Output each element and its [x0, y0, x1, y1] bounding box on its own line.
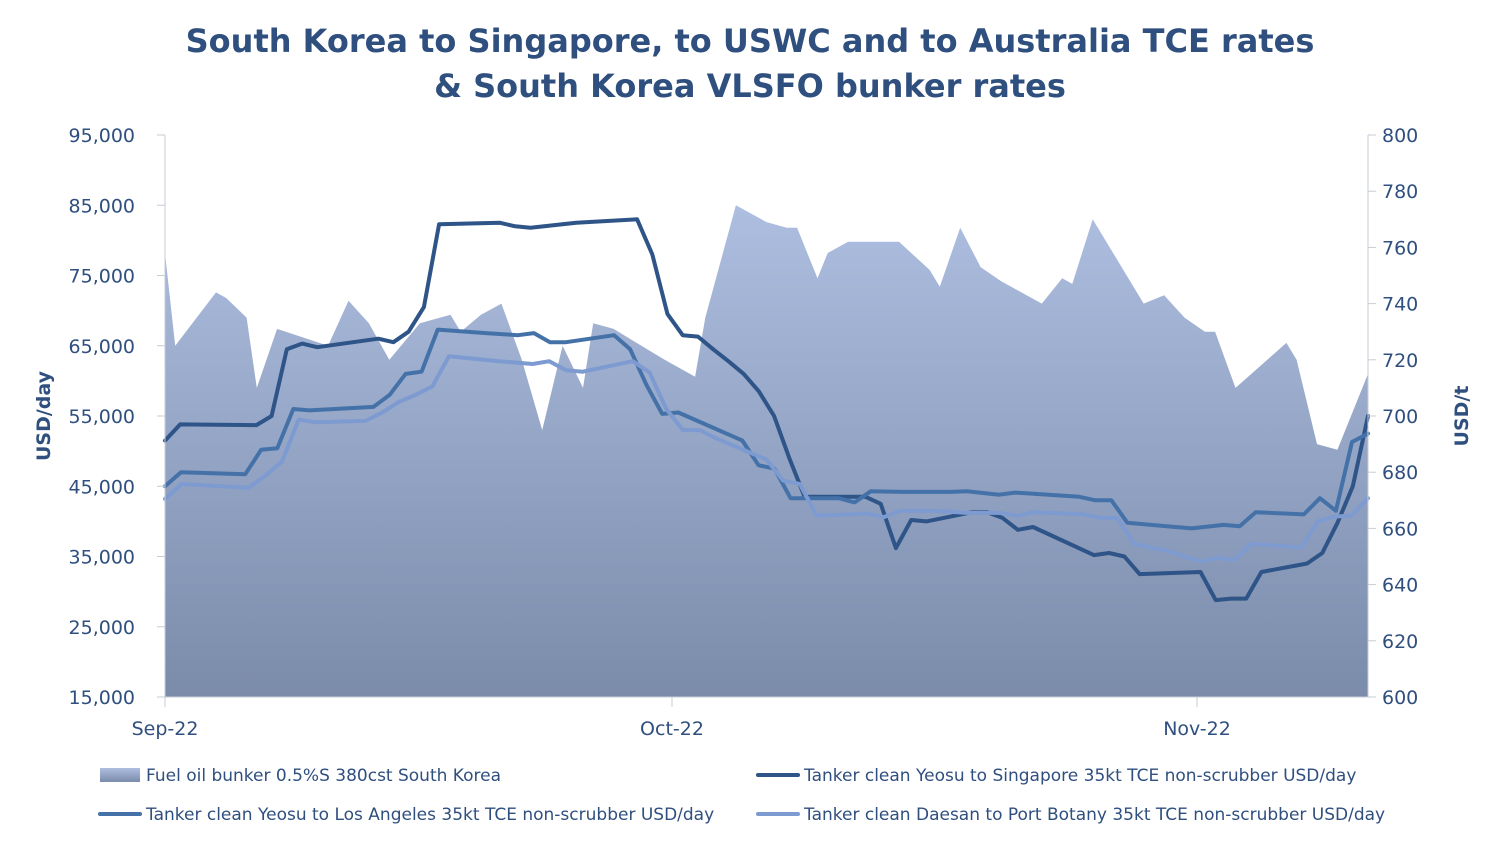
y-axis-right-title: USD/t	[1451, 386, 1473, 447]
plot-area	[163, 205, 1370, 698]
legend-label: Tanker clean Daesan to Port Botany 35kt …	[803, 805, 1385, 825]
y-right-tick-label: 660	[1382, 518, 1418, 540]
legend: Fuel oil bunker 0.5%S 380cst South Korea…	[98, 766, 1385, 825]
legend-label: Tanker clean Yeosu to Singapore 35kt TCE…	[803, 766, 1356, 786]
y-right-tick-label: 800	[1382, 125, 1418, 147]
y-left-tick-label: 35,000	[69, 547, 135, 569]
legend-item-port-botany: Tanker clean Daesan to Port Botany 35kt …	[756, 805, 1385, 825]
y-right-tick-label: 620	[1382, 631, 1418, 653]
y-right-tick-label: 700	[1382, 406, 1418, 428]
legend-item-bunker: Fuel oil bunker 0.5%S 380cst South Korea	[100, 766, 501, 786]
x-tick-label: Sep-22	[132, 718, 199, 740]
y-right-tick-label: 780	[1382, 181, 1418, 203]
y-right-tick-label: 680	[1382, 462, 1418, 484]
y-left-tick-label: 95,000	[69, 125, 135, 147]
y-right-tick-label: 760	[1382, 237, 1418, 259]
axes: 15,000 25,000 35,000 45,000 55,000 65,000 75,0…	[69, 125, 1419, 740]
y-left-tick-label: 25,000	[69, 617, 135, 639]
y-axis-left-title: USD/day	[33, 370, 55, 461]
y-left-tick-label: 15,000	[69, 687, 135, 709]
chart-title-line2: & South Korea VLSFO bunker rates	[434, 67, 1066, 105]
legend-label: Tanker clean Yeosu to Los Angeles 35kt T…	[145, 805, 714, 825]
chart-title-line1: South Korea to Singapore, to USWC and to…	[186, 22, 1315, 60]
y-left-tick-label: 65,000	[69, 336, 135, 358]
y-left-tick-label: 75,000	[69, 266, 135, 288]
series-los-angeles-line	[163, 327, 1370, 531]
y-right-tick-label: 600	[1382, 687, 1418, 709]
legend-item-singapore: Tanker clean Yeosu to Singapore 35kt TCE…	[756, 766, 1356, 786]
legend-item-los-angeles: Tanker clean Yeosu to Los Angeles 35kt T…	[98, 805, 714, 825]
y-left-tick-label: 55,000	[69, 406, 135, 428]
legend-swatch-area	[100, 768, 140, 782]
y-left-tick-label: 85,000	[69, 195, 135, 217]
x-tick-label: Nov-22	[1163, 718, 1231, 740]
y-right-tick-label: 720	[1382, 350, 1418, 372]
series-singapore-line	[163, 217, 1370, 603]
y-right-tick-label: 740	[1382, 294, 1418, 316]
y-right-tick-label: 640	[1382, 575, 1418, 597]
y-left-tick-label: 45,000	[69, 476, 135, 498]
x-tick-label: Oct-22	[640, 718, 704, 740]
series-port-botany-line	[163, 354, 1370, 564]
series-bunker-area	[165, 205, 1368, 698]
legend-label: Fuel oil bunker 0.5%S 380cst South Korea	[146, 766, 501, 786]
